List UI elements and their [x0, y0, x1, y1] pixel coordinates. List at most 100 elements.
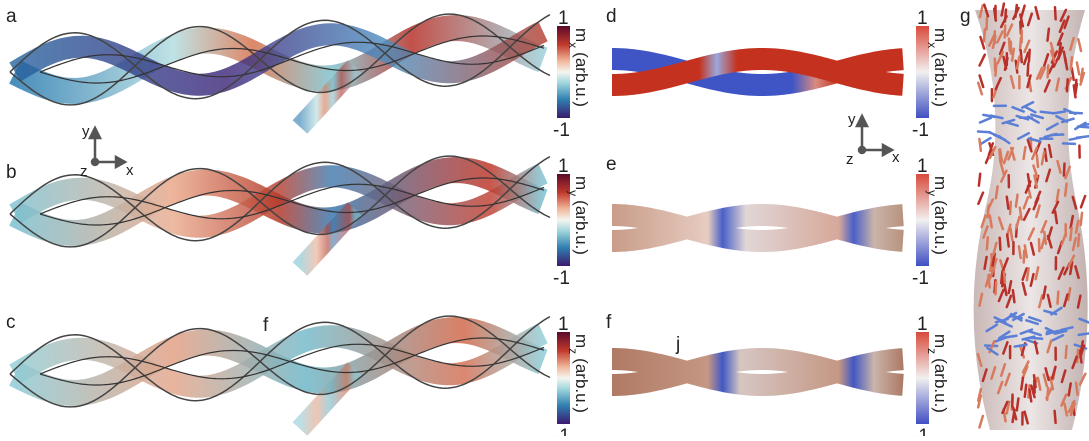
- spin-arrow: [1041, 112, 1053, 113]
- spin-arrow: [988, 275, 989, 287]
- colorbar-max: 1: [917, 314, 928, 335]
- spin-arrow: [1055, 211, 1057, 223]
- spin-arrow: [1071, 57, 1072, 69]
- spin-arrow: [1013, 290, 1015, 302]
- panel-label: e: [606, 154, 617, 175]
- spin-arrow: [1066, 346, 1067, 358]
- spin-arrow: [1063, 143, 1075, 144]
- spin-arrow: [1011, 229, 1013, 241]
- panel-label: a: [6, 6, 17, 27]
- colorbar: [916, 174, 929, 266]
- component: z: [566, 348, 580, 354]
- panel-label: f: [606, 312, 612, 333]
- unit: (arb.u.): [931, 200, 950, 255]
- spin-arrow: [1081, 213, 1082, 225]
- spin-arrow: [1079, 333, 1089, 335]
- spin-arrow: [1029, 50, 1030, 62]
- annotation: f: [263, 315, 269, 336]
- panel-label: g: [960, 6, 971, 27]
- panel-label: d: [606, 6, 617, 27]
- unit: (arb.u.): [572, 52, 591, 107]
- spin-arrow: [1021, 378, 1023, 390]
- spin-arrow: [1021, 50, 1022, 62]
- colorbar-max: 1: [917, 156, 928, 177]
- component: y: [566, 190, 580, 196]
- axis-label: x: [126, 162, 134, 179]
- spin-arrow: [980, 55, 985, 66]
- colorbar: [557, 332, 570, 424]
- axis-label: y: [82, 123, 90, 140]
- colorbar: [557, 26, 570, 118]
- panel-label: c: [6, 312, 16, 333]
- spin-arrow: [1076, 383, 1077, 395]
- spin-arrow: [1030, 390, 1032, 402]
- colorbar-min: -1: [912, 120, 929, 141]
- spin-arrow: [1067, 79, 1068, 91]
- spin-arrow: [987, 237, 988, 249]
- axis-label: x: [892, 149, 900, 166]
- unit: (arb.u.): [931, 358, 950, 413]
- colorbar: [916, 26, 929, 118]
- spin-arrow: [1078, 234, 1079, 246]
- symbol: m: [931, 334, 950, 348]
- spin-arrow: [1048, 65, 1049, 77]
- annotation: j: [675, 334, 680, 355]
- spin-arrow: [1077, 63, 1079, 75]
- symbol: m: [572, 28, 591, 42]
- component: x: [566, 42, 580, 48]
- spin-arrow: [1010, 202, 1011, 214]
- unit: (arb.u.): [572, 358, 591, 413]
- spin-arrow: [1012, 49, 1014, 61]
- spin-arrow: [995, 64, 996, 76]
- spin-arrow: [1004, 271, 1005, 283]
- panel-label: b: [6, 162, 17, 183]
- spin-arrow: [1070, 228, 1071, 240]
- colorbar: [557, 174, 570, 266]
- component: z: [925, 348, 939, 354]
- unit: (arb.u.): [931, 52, 950, 107]
- spin-arrow: [979, 416, 982, 428]
- colorbar-max: 1: [558, 156, 569, 177]
- colorbar-max: 1: [917, 8, 928, 29]
- axis-label: y: [848, 111, 856, 128]
- spin-arrow: [979, 139, 980, 151]
- spin-arrow: [1075, 80, 1076, 92]
- spin-arrow: [1055, 7, 1056, 19]
- unit: (arb.u.): [572, 200, 591, 255]
- colorbar-max: 1: [558, 8, 569, 29]
- symbol: m: [572, 176, 591, 190]
- axes-triad: [90, 116, 892, 167]
- spin-arrow: [1047, 29, 1048, 41]
- spin-arrow: [1065, 184, 1066, 196]
- spin-arrow: [1045, 149, 1047, 161]
- spin-arrow: [1081, 196, 1085, 207]
- spin-arrow: [1064, 164, 1065, 176]
- colorbar-min: -1: [553, 120, 570, 141]
- spin-arrow: [984, 29, 985, 41]
- spin-arrow: [1047, 388, 1048, 400]
- component: x: [925, 42, 939, 48]
- spin-arrow: [1037, 155, 1038, 167]
- spin-arrow: [1051, 135, 1063, 136]
- symbol: m: [572, 334, 591, 348]
- axis-label: z: [846, 151, 854, 168]
- colorbar-min: -1: [553, 426, 570, 436]
- spin-arrow: [996, 186, 998, 198]
- spin-arrow: [1007, 235, 1009, 247]
- colorbar-max: 1: [558, 314, 569, 335]
- spin-arrow: [1028, 64, 1029, 76]
- spin-arrow: [1007, 197, 1009, 209]
- spin-arrow: [1025, 385, 1026, 397]
- axis-label: z: [80, 163, 88, 180]
- symbol: m: [931, 28, 950, 42]
- spin-arrow: [1024, 147, 1026, 159]
- colorbar-min: -1: [553, 268, 570, 289]
- spin-arrow: [1027, 268, 1029, 280]
- spin-arrow: [980, 118, 991, 123]
- spin-arrow: [1034, 375, 1036, 387]
- spin-arrow: [1000, 238, 1001, 250]
- colorbar-min: -1: [912, 426, 929, 436]
- spin-arrow: [1058, 292, 1059, 304]
- spin-arrow: [1001, 271, 1002, 283]
- spin-arrow: [1070, 137, 1082, 139]
